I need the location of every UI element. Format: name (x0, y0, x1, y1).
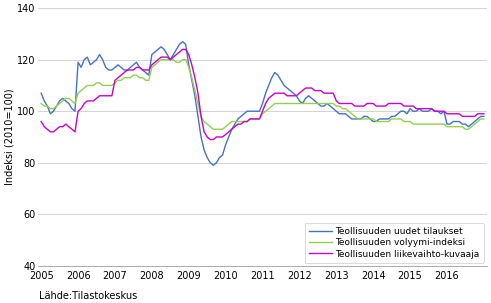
Teollisuuden uudet tilaukset (210, 164, 216, 167)
Teollisuuden uudet tilaukset (38, 92, 44, 95)
Teollisuuden volyymi-indeksi (380, 120, 385, 123)
Teollisuuden liikevaihto­kuvaaja (380, 104, 385, 108)
Legend: Teollisuuden uudet tilaukset, Teollisuuden volyymi-indeksi, Teollisuuden liikeva: Teollisuuden uudet tilaukset, Teollisuud… (305, 222, 484, 263)
Teollisuuden volyymi-indeksi (210, 128, 216, 131)
Teollisuuden liikevaihto­kuvaaja (207, 138, 213, 142)
Teollisuuden uudet tilaukset (41, 99, 47, 103)
Teollisuuden liikevaihto­kuvaaja (392, 102, 398, 105)
Teollisuuden uudet tilaukset (180, 40, 186, 43)
Teollisuuden volyymi-indeksi (456, 125, 462, 128)
Teollisuuden liikevaihto­kuvaaja (300, 89, 305, 92)
Text: Lähde:Tilastokeskus: Lähde:Tilastokeskus (39, 291, 137, 301)
Teollisuuden volyymi-indeksi (41, 104, 47, 108)
Teollisuuden uudet tilaukset (300, 102, 305, 105)
Teollisuuden volyymi-indeksi (158, 58, 164, 62)
Teollisuuden liikevaihto­kuvaaja (481, 112, 487, 116)
Teollisuuden uudet tilaukset (380, 117, 385, 121)
Teollisuuden liikevaihto­kuvaaja (41, 125, 47, 128)
Teollisuuden volyymi-indeksi (300, 102, 305, 105)
Teollisuuden liikevaihto­kuvaaja (180, 48, 186, 51)
Teollisuuden volyymi-indeksi (60, 99, 66, 103)
Teollisuuden liikevaihto­kuvaaja (38, 120, 44, 123)
Teollisuuden uudet tilaukset (481, 115, 487, 118)
Line: Teollisuuden uudet tilaukset: Teollisuuden uudet tilaukset (41, 42, 484, 165)
Teollisuuden liikevaihto­kuvaaja (60, 125, 66, 128)
Teollisuuden volyymi-indeksi (481, 117, 487, 121)
Teollisuuden uudet tilaukset (60, 97, 66, 100)
Teollisuuden uudet tilaukset (392, 115, 398, 118)
Teollisuuden volyymi-indeksi (392, 117, 398, 121)
Teollisuuden uudet tilaukset (456, 120, 462, 123)
Teollisuuden volyymi-indeksi (38, 102, 44, 105)
Y-axis label: Indeksi (2010=100): Indeksi (2010=100) (4, 89, 14, 185)
Line: Teollisuuden liikevaihto­kuvaaja: Teollisuuden liikevaihto­kuvaaja (41, 49, 484, 140)
Teollisuuden liikevaihto­kuvaaja (456, 112, 462, 116)
Line: Teollisuuden volyymi-indeksi: Teollisuuden volyymi-indeksi (41, 60, 484, 129)
